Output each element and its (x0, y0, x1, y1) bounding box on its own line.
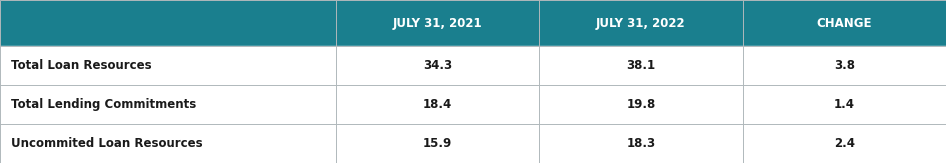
Bar (0, 124, 946, 163)
Text: JULY 31, 2022: JULY 31, 2022 (596, 17, 686, 30)
Text: 18.3: 18.3 (626, 137, 656, 150)
Text: 3.8: 3.8 (833, 59, 855, 72)
Text: 1.4: 1.4 (833, 98, 855, 111)
Text: 2.4: 2.4 (833, 137, 855, 150)
Text: Total Lending Commitments: Total Lending Commitments (11, 98, 197, 111)
Bar (0, 85, 946, 124)
Text: 15.9: 15.9 (423, 137, 452, 150)
Text: 19.8: 19.8 (626, 98, 656, 111)
Text: 34.3: 34.3 (423, 59, 452, 72)
Text: JULY 31, 2021: JULY 31, 2021 (393, 17, 482, 30)
Bar (0, 0, 946, 46)
Text: Total Loan Resources: Total Loan Resources (11, 59, 152, 72)
Text: 18.4: 18.4 (423, 98, 452, 111)
Text: CHANGE: CHANGE (816, 17, 872, 30)
Text: 38.1: 38.1 (626, 59, 656, 72)
Text: Uncommited Loan Resources: Uncommited Loan Resources (11, 137, 203, 150)
Bar (0, 46, 946, 85)
